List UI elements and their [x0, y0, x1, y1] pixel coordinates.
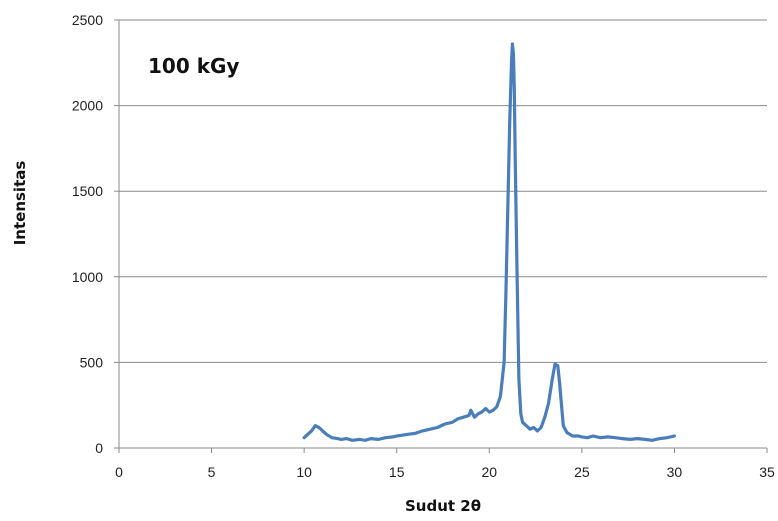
- series-line-0: [302, 42, 677, 442]
- gridlines: [119, 19, 767, 363]
- y-tick-label: 1500: [72, 183, 103, 199]
- annotation-label: 100 kGy: [148, 54, 239, 78]
- y-tick-label: 1000: [72, 269, 103, 285]
- x-tick-label: 20: [481, 464, 497, 480]
- x-tick-labels: 0 5 10 15 20 25 30 35: [115, 464, 775, 480]
- y-axis-label: Intensitas: [11, 161, 29, 246]
- y-tick-label: 2500: [72, 12, 103, 28]
- x-tick-label: 35: [759, 464, 775, 480]
- x-tick-label: 5: [208, 464, 216, 480]
- y-tick-label: 500: [80, 354, 104, 370]
- y-tick-labels: 0 500 1000 1500 2000 2500: [72, 12, 103, 456]
- x-tick-label: 0: [115, 464, 123, 480]
- y-tick-label: 0: [95, 440, 103, 456]
- x-tick-label: 10: [296, 464, 312, 480]
- y-tick-label: 2000: [72, 98, 103, 114]
- x-axis-label: Sudut 2θ: [405, 497, 481, 515]
- axes: [114, 19, 768, 453]
- x-tick-label: 15: [389, 464, 405, 480]
- series-layer: [302, 42, 677, 442]
- x-tick-label: 30: [667, 464, 683, 480]
- x-tick-label: 25: [574, 464, 590, 480]
